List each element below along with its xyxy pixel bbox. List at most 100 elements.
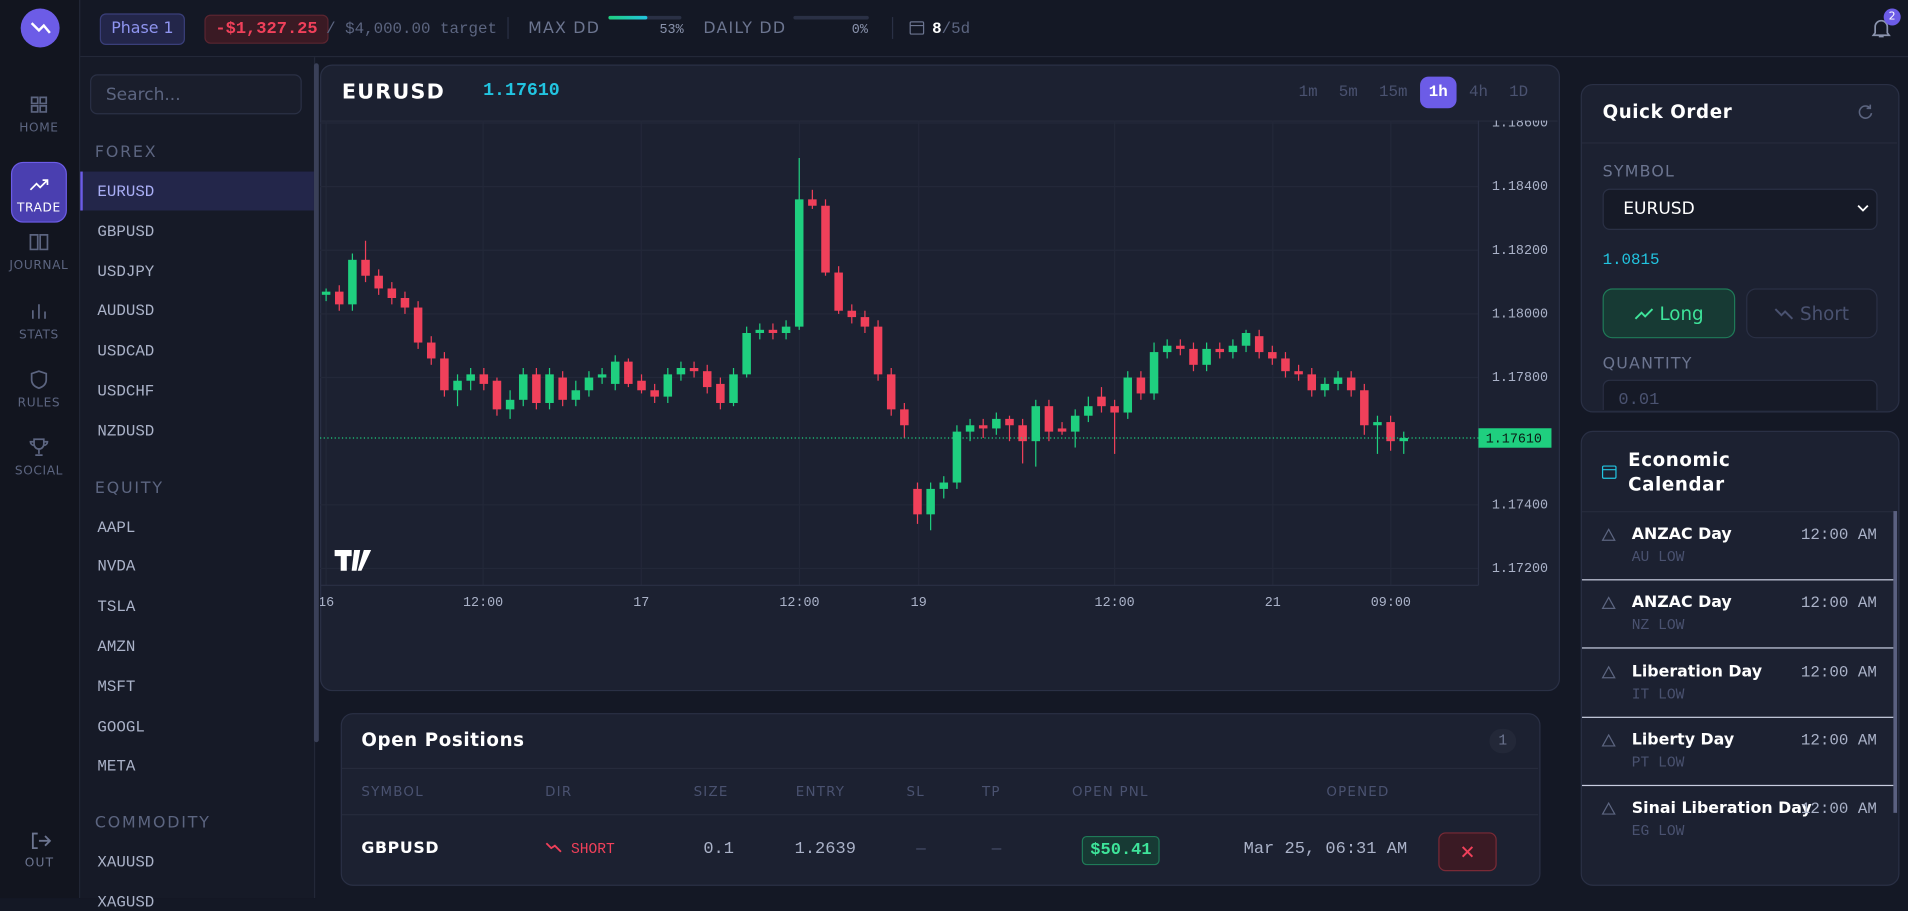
event-meta: NZ LOW: [1632, 617, 1685, 634]
candle-body: [571, 390, 581, 400]
short-button[interactable]: Short: [1746, 288, 1878, 339]
symbol-item[interactable]: GOOGL: [97, 717, 145, 736]
candle-body: [1031, 406, 1041, 442]
symbol-item[interactable]: USDCHF: [97, 382, 155, 401]
candle-body: [1307, 374, 1317, 391]
divider: [1581, 142, 1898, 144]
candle-body: [1149, 352, 1159, 394]
nav-item[interactable]: JOURNAL: [9, 230, 68, 284]
candle-body: [1320, 383, 1330, 391]
symbol-item[interactable]: AUDUSD: [97, 302, 155, 321]
logo[interactable]: [20, 8, 60, 48]
candle-body: [1228, 345, 1238, 353]
timeframe-button[interactable]: 1h: [1420, 76, 1457, 109]
candle-body: [1084, 406, 1093, 416]
refresh-icon[interactable]: [1857, 103, 1874, 120]
long-button[interactable]: Long: [1602, 288, 1736, 339]
timeframe-button[interactable]: 1m: [1298, 82, 1318, 101]
candle-body: [492, 380, 502, 410]
event-time: 12:00 AM: [1800, 662, 1877, 681]
search-input[interactable]: Search...: [90, 74, 302, 115]
y-tick-label: 1.17800: [1492, 371, 1548, 386]
chart-header-divider: [321, 120, 1558, 122]
symbol-item[interactable]: NZDUSD: [97, 421, 155, 441]
daily-dd-track: [793, 15, 869, 20]
symbol-item[interactable]: XAGUSD: [97, 893, 155, 911]
cell-tp: —: [991, 839, 1002, 858]
symbol-item[interactable]: AMZN: [97, 637, 136, 656]
max-dd-track: [608, 15, 682, 20]
quick-order-title: Quick Order: [1602, 100, 1733, 123]
candle-body: [1136, 377, 1146, 394]
candle-body: [1057, 428, 1067, 432]
nav-item[interactable]: HOME: [11, 92, 67, 146]
symbol-item[interactable]: USDJPY: [97, 262, 155, 281]
y-tick-label: 1.17400: [1492, 498, 1548, 513]
scrollbar[interactable]: [313, 63, 319, 743]
calendar-icon: [909, 21, 925, 35]
timeframe-button[interactable]: 15m: [1379, 82, 1408, 101]
event-impact: LOW: [1658, 822, 1685, 840]
calendar-event[interactable]: Liberation Day 12:00 AM IT LOW: [1581, 649, 1894, 718]
candle-body: [1018, 425, 1027, 442]
up-icon: [1634, 308, 1654, 320]
symbol-item[interactable]: NVDA: [97, 557, 136, 577]
timeframe-button[interactable]: 1D: [1509, 82, 1529, 101]
event-name: Liberation Day: [1631, 662, 1763, 681]
close-position-button[interactable]: [1438, 832, 1497, 872]
column-header: SYMBOL: [361, 783, 424, 800]
candle-body: [532, 374, 541, 403]
nav-item[interactable]: STATS: [11, 299, 67, 353]
candle-body: [913, 488, 922, 515]
candle-body: [1268, 352, 1277, 359]
x-tick-label: 12:00: [1095, 596, 1135, 611]
candle-body: [689, 367, 699, 372]
symbol-item[interactable]: AAPL: [97, 517, 136, 537]
candle-body: [702, 371, 712, 388]
candle-body: [387, 288, 397, 299]
candle-body: [1373, 422, 1382, 426]
nav-item[interactable]: SOCIAL: [11, 436, 67, 490]
x-tick-label: 09:00: [1371, 596, 1411, 611]
candle-body: [374, 275, 383, 289]
symbol-item[interactable]: MSFT: [97, 677, 136, 696]
candle-body: [1254, 336, 1264, 353]
logout[interactable]: OUT: [0, 830, 79, 870]
symbol-item[interactable]: EURUSD: [97, 182, 155, 201]
candle-body: [505, 399, 515, 410]
event-country: PT: [1631, 754, 1650, 772]
candle-body: [1333, 377, 1343, 384]
calendar-scrollbar[interactable]: [1893, 511, 1898, 813]
candle-body: [479, 374, 489, 384]
column-header: OPEN PNL: [1072, 783, 1149, 800]
candle-body: [939, 482, 949, 489]
event-name: Liberty Day: [1631, 731, 1735, 750]
nav-item[interactable]: TRADE: [10, 161, 67, 223]
symbol-item[interactable]: META: [97, 757, 136, 776]
calendar-event[interactable]: ANZAC Day 12:00 AM AU LOW: [1581, 512, 1894, 581]
timeframe-button[interactable]: 4h: [1468, 82, 1488, 101]
quantity-input[interactable]: 0.01: [1602, 379, 1878, 411]
timeframe-button[interactable]: 5m: [1338, 82, 1358, 101]
symbol-item[interactable]: XAUUSD: [97, 853, 155, 872]
nav-label: SOCIAL: [14, 464, 64, 479]
cell-sl: —: [916, 839, 926, 858]
chart-price: 1.17610: [483, 80, 560, 101]
symbol-item[interactable]: GBPUSD: [97, 222, 155, 241]
price-tag: [1478, 428, 1552, 448]
calendar-event[interactable]: Sinai Liberation Day 12:00 AM EG LOW: [1582, 786, 1894, 854]
symbol-item[interactable]: TSLA: [97, 597, 136, 616]
symbol-select[interactable]: EURUSD: [1602, 188, 1878, 230]
calendar-event[interactable]: Liberty Day 12:00 AM PT LOW: [1581, 718, 1894, 786]
candle-body: [742, 332, 751, 375]
divider: [507, 17, 509, 39]
candle-body: [1097, 396, 1106, 407]
x-tick-label: 16: [320, 596, 334, 611]
candle-body: [847, 310, 857, 318]
symbol-item[interactable]: USDCAD: [97, 342, 155, 361]
nav-item[interactable]: RULES: [11, 367, 67, 421]
cell-entry: 1.2639: [794, 839, 856, 860]
calendar-event[interactable]: ANZAC Day 12:00 AM NZ LOW: [1581, 581, 1894, 649]
